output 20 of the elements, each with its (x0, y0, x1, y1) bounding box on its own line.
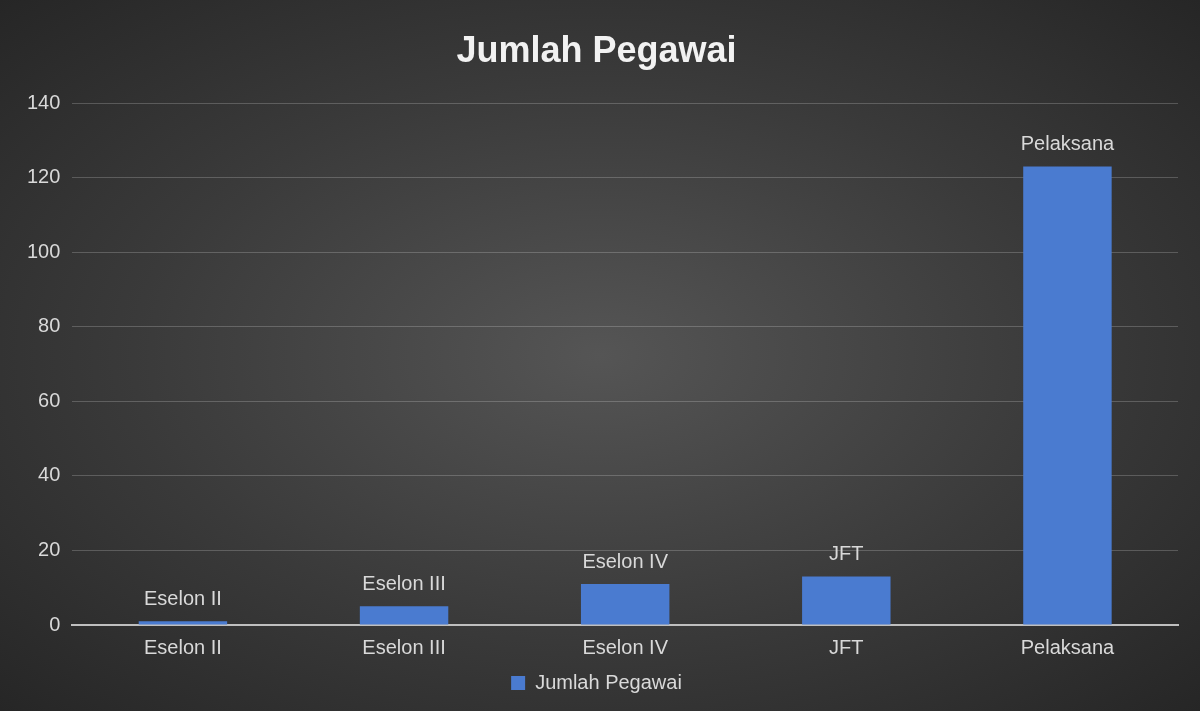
annotation: Pelaksana (1020, 132, 1116, 155)
chart-title: Jumlah Pegawai (456, 28, 737, 70)
annotation: Eselon II (144, 586, 222, 609)
x-tick-label: Eselon II (144, 635, 222, 658)
x-tick-label: Pelaksana (1020, 635, 1116, 658)
y-tick-label: 60 (38, 388, 61, 411)
y-tick-label: 0 (49, 612, 61, 635)
x-tick-label: JFT (829, 635, 864, 658)
annotation: JFT (829, 542, 864, 565)
y-tick-label: 100 (26, 239, 61, 262)
y-tick-label: 140 (26, 90, 61, 113)
legend-label: Jumlah Pegawai (535, 670, 682, 693)
y-tick-label: 80 (38, 314, 61, 337)
y-tick-label: 40 (38, 463, 61, 486)
x-tick-label: Eselon IV (582, 635, 669, 658)
annotation: Eselon III (362, 571, 446, 594)
x-tick-label: Eselon III (362, 635, 446, 658)
annotation: Eselon IV (582, 549, 669, 572)
y-tick-label: 20 (38, 537, 61, 560)
y-tick-label: 120 (26, 165, 61, 188)
